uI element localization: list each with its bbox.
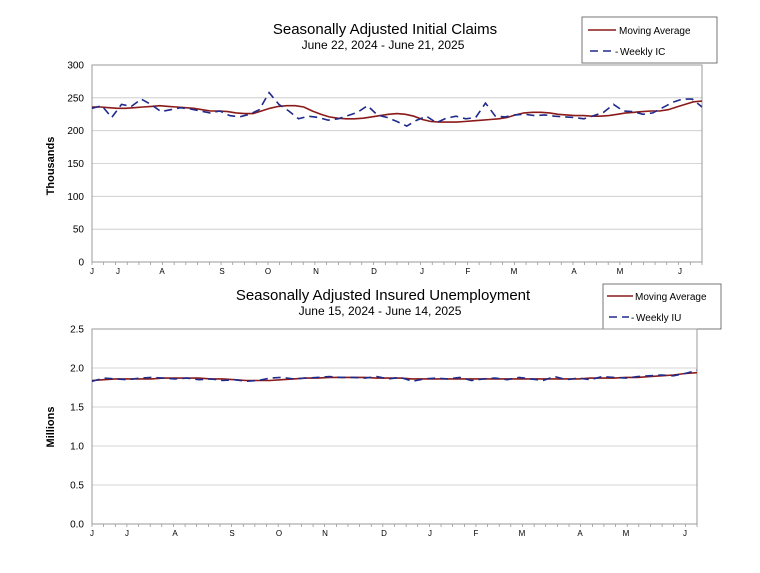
chart2-plot-frame (91, 328, 698, 525)
chart2-month-label: J (428, 529, 432, 538)
chart2-ytick-label: 0.0 (70, 520, 84, 531)
chart1-ytick-label: 200 (67, 126, 84, 137)
chart2-legend-box (602, 283, 722, 330)
chart1-gridlines (92, 64, 702, 263)
chart1-ytick-label: 250 (67, 93, 84, 104)
chart1-month-label: F (466, 267, 471, 276)
chart1-month-label: M (511, 267, 518, 276)
chart2-ytick-label: 1.0 (70, 442, 84, 453)
chart-initial-claims: Seasonally Adjusted Initial Claims June … (45, 16, 718, 276)
chart2-legend: Moving Average - Weekly IU (602, 283, 722, 330)
chart2-ytick-label: 2.5 (70, 325, 84, 336)
chart1-month-label: A (571, 267, 577, 276)
chart2-ytick-label: 1.5 (70, 403, 84, 414)
chart1-moving-average-line (92, 100, 703, 123)
chart1-legend-weekly-label: Weekly IC (620, 47, 665, 58)
chart1-ytick-label: 0 (78, 258, 84, 269)
chart1-month-label: A (159, 267, 165, 276)
chart2-month-label: J (90, 529, 94, 538)
chart2-ytick-label: 0.5 (70, 481, 84, 492)
chart1-y-ticks: 0 50 100 150 200 250 300 (67, 61, 84, 269)
chart1-ytick-label: 150 (67, 159, 84, 170)
chart2-legend-weekly-label: Weekly IU (636, 313, 681, 324)
chart1-month-label: S (219, 267, 224, 276)
chart1-legend-weekly-prefix: - (615, 47, 618, 58)
chart1-subtitle: June 22, 2024 - June 21, 2025 (302, 38, 465, 52)
chart2-weekly-iu-line (91, 369, 698, 383)
chart2-ylabel: Millions (45, 407, 57, 448)
chart2-month-label: N (322, 529, 328, 538)
chart1-month-label: J (90, 267, 94, 276)
chart2-subtitle: June 15, 2024 - June 14, 2025 (299, 304, 462, 318)
chart1-title: Seasonally Adjusted Initial Claims (273, 21, 497, 38)
chart1-month-label: D (371, 267, 377, 276)
chart2-month-label: D (381, 529, 387, 538)
chart2-title: Seasonally Adjusted Insured Unemployment (236, 287, 531, 304)
chart1-month-label: J (678, 267, 682, 276)
chart2-month-label: O (276, 529, 282, 538)
chart1-plot-frame (91, 64, 703, 263)
chart2-month-label: A (577, 529, 583, 538)
chart2-gridlines (92, 328, 697, 525)
chart1-month-label: O (265, 267, 271, 276)
chart2-month-label: S (229, 529, 234, 538)
chart1-weekly-ic-line (91, 91, 703, 128)
chart2-moving-average-line (91, 371, 698, 382)
chart1-month-label: J (420, 267, 424, 276)
chart2-month-label: M (623, 529, 630, 538)
chart2-ytick-label: 2.0 (70, 364, 84, 375)
chart1-month-label: J (116, 267, 120, 276)
chart2-month-label: J (683, 529, 687, 538)
chart1-legend-box (581, 16, 718, 64)
chart2-month-label: J (125, 529, 129, 538)
chart1-legend-ma-label: Moving Average (619, 26, 691, 37)
chart1-legend: Moving Average - Weekly IC (581, 16, 718, 64)
chart1-ytick-label: 100 (67, 192, 84, 203)
chart2-y-ticks: 0.0 0.5 1.0 1.5 2.0 2.5 (70, 325, 84, 531)
chart1-month-labels: J J A S O N D J F M A M J (90, 267, 682, 276)
chart2-month-label: A (172, 529, 178, 538)
chart2-legend-ma-label: Moving Average (635, 292, 707, 303)
chart2-legend-weekly-prefix: - (631, 313, 634, 324)
chart1-ytick-label: 300 (67, 61, 84, 72)
chart1-month-label: M (617, 267, 624, 276)
chart2-month-label: F (474, 529, 479, 538)
chart1-month-label: N (313, 267, 319, 276)
chart1-ylabel: Thousands (45, 137, 57, 196)
chart2-month-label: M (519, 529, 526, 538)
chart-insured-unemployment: Seasonally Adjusted Insured Unemployment… (45, 283, 722, 538)
chart1-ytick-label: 50 (73, 225, 85, 236)
chart2-month-labels: J J A S O N D J F M A M J (90, 529, 687, 538)
